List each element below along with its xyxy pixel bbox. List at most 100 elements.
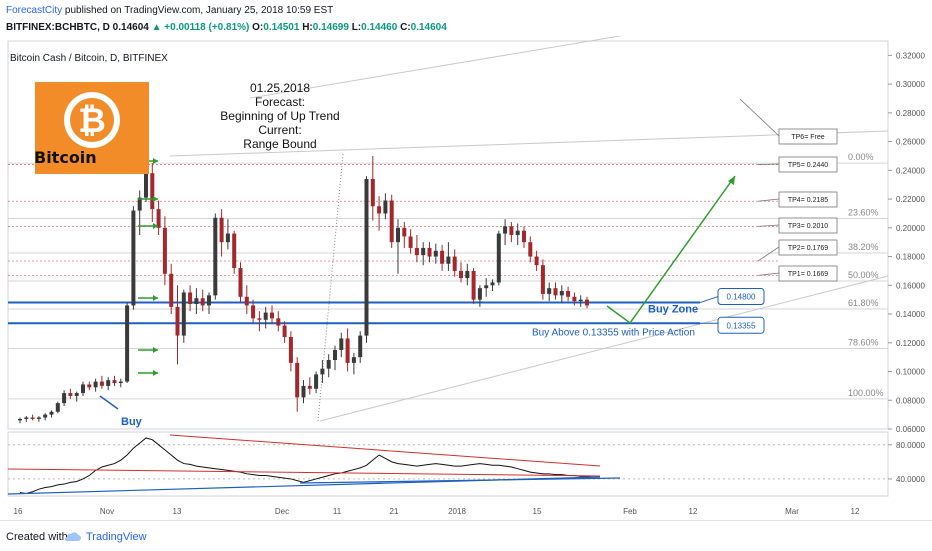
fib-label: 0.00% — [848, 152, 874, 162]
candle-body — [99, 381, 104, 386]
candle-body — [402, 227, 407, 237]
open-value: 0.14501 — [263, 22, 300, 33]
candle-body — [358, 335, 363, 358]
candle-body — [125, 305, 130, 382]
green-arrowhead-icon — [153, 370, 158, 376]
candle-body — [553, 288, 558, 296]
y-tick-label: 0.20000 — [896, 224, 925, 233]
x-tick-label: 15 — [533, 507, 542, 516]
chart-header: ForecastCity published on TradingView.co… — [0, 0, 932, 38]
target-callout-label: TP6= Free — [791, 134, 824, 141]
candle-body — [345, 338, 350, 363]
y-tick-label: 0.18000 — [896, 253, 925, 262]
candle-body — [421, 247, 426, 256]
forecast-note-line: Beginning of Up Trend — [220, 109, 339, 123]
symbol-label[interactable]: BITFINEX:BCHBTC, D — [6, 22, 110, 33]
candle-body — [175, 306, 180, 336]
candle-body — [396, 227, 400, 243]
ohlc-line: BITFINEX:BCHBTC, D 0.14604 ▲ +0.00118 (+… — [6, 22, 447, 33]
x-tick-label: 2018 — [448, 507, 466, 516]
tradingview-cloud-icon[interactable] — [64, 530, 82, 544]
forecast-note-line: 01.25.2018 — [250, 81, 310, 95]
target-callout-pointer — [757, 198, 780, 202]
candle-body — [162, 227, 167, 274]
candle-body — [370, 178, 375, 207]
buy-zone-label: Buy Zone — [648, 304, 698, 316]
candle-body — [515, 230, 520, 235]
candle-body — [522, 230, 526, 243]
x-tick-label: 12 — [851, 507, 860, 516]
fib-label: 78.60% — [848, 338, 879, 348]
fib-label: 61.80% — [848, 298, 879, 308]
target-callout-box — [778, 128, 838, 145]
candle-body — [213, 217, 218, 296]
x-tick-label: 16 — [14, 507, 23, 516]
candle-body — [244, 296, 249, 306]
buy-label: Buy — [121, 416, 143, 428]
candle-body — [452, 256, 457, 271]
candle-body — [528, 242, 533, 257]
price-chart[interactable]: 0.00% 23.60% 38.20% 50.00% 61.80% 78.60% 100.0… — [0, 36, 932, 520]
close-label: C: — [400, 22, 411, 33]
candle-body — [559, 291, 564, 296]
high-value: 0.14699 — [312, 22, 349, 33]
candle-body — [427, 247, 432, 257]
target-callout-box — [778, 191, 838, 208]
y-tick-label: 0.32000 — [896, 51, 925, 60]
candle-body — [81, 384, 85, 394]
candle-body — [578, 299, 583, 302]
y-tick-label: 0.16000 — [896, 281, 925, 290]
target-callout-label: TP1= 0.1669 — [788, 271, 828, 278]
candle-body — [540, 265, 545, 294]
candle-body — [566, 291, 571, 297]
fib-label: 50.00% — [848, 270, 879, 280]
tradingview-link[interactable]: TradingView — [86, 531, 147, 543]
candle-body — [43, 414, 48, 418]
candle-body — [93, 381, 98, 388]
oscillator-trendline-red — [7, 468, 601, 477]
candle-body — [270, 312, 274, 319]
close-value: 0.14604 — [410, 22, 447, 33]
candle-body — [131, 210, 136, 306]
logo-word-bitcoin: Bitcoin — [34, 148, 97, 167]
candle-body — [232, 233, 237, 269]
candle-body — [106, 380, 111, 386]
y-tick-label: 0.12000 — [896, 339, 925, 348]
candle-body — [383, 200, 388, 214]
x-tick-label: Nov — [100, 507, 114, 516]
candle-body — [276, 318, 281, 326]
candle-body — [389, 200, 394, 243]
vertical-dotted-line — [317, 153, 344, 422]
svg-text:₿: ₿ — [78, 101, 106, 141]
candle-body — [314, 374, 319, 389]
target-callout-pointer — [757, 224, 780, 227]
candle-body — [351, 357, 356, 363]
y-tick-label: 0.28000 — [896, 109, 925, 118]
oscillator-tick-label: 80.0000 — [896, 441, 925, 450]
price-panel-frame — [7, 40, 889, 430]
candle-body — [112, 380, 117, 384]
y-tick-label: 0.24000 — [896, 166, 925, 175]
target-callout-label: TP4= 0.2185 — [788, 197, 828, 204]
forecast-note-line: Range Bound — [243, 137, 316, 151]
candle-body — [251, 305, 256, 319]
forecast-note-line: Forecast: — [255, 95, 305, 109]
candle-body — [440, 250, 445, 264]
green-arrowhead-icon — [153, 295, 158, 301]
candle-body — [446, 256, 451, 264]
candle-body — [471, 270, 476, 300]
candle-body — [87, 384, 92, 388]
candle-body — [307, 385, 312, 389]
candle-body — [257, 318, 262, 320]
author-link[interactable]: ForecastCity — [6, 5, 63, 16]
candle-body — [194, 298, 199, 304]
candle-body — [144, 173, 148, 198]
candle-body — [30, 417, 35, 419]
candle-body — [364, 178, 369, 336]
target-callout-box — [778, 217, 838, 234]
candle-body — [408, 236, 413, 248]
forecast-arrowhead-icon — [728, 176, 735, 185]
up-triangle-icon: ▲ — [151, 22, 162, 33]
candle-body — [477, 288, 482, 300]
x-tick-label: 13 — [173, 507, 182, 516]
